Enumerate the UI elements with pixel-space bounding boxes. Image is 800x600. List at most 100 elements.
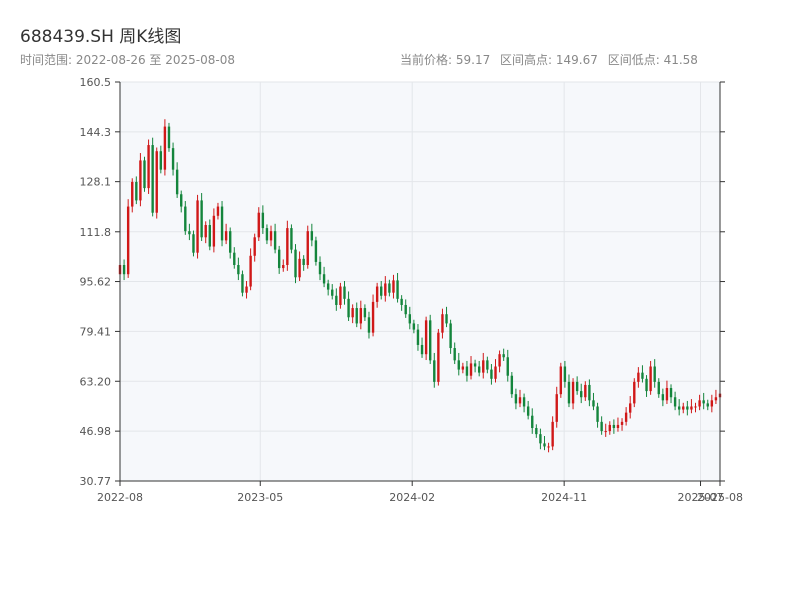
candle-body [686,406,689,410]
candle-body [657,381,660,395]
candle-body [363,308,367,318]
candle-body [224,231,228,241]
candle-body [220,206,224,241]
candle-body [375,286,379,302]
candle-body [600,421,603,432]
candle-body [216,206,220,216]
x-tick-label: 2025-08 [697,491,743,504]
candle-body [551,421,554,447]
candle-body [714,397,718,401]
candle-body [694,406,697,408]
candle-body [294,249,297,278]
candle-body [269,231,273,241]
candle-body [404,304,407,315]
candle-body [159,151,163,170]
candle-body [612,424,616,429]
candle-body [698,400,701,407]
candle-body [547,446,550,448]
candle-body [192,234,195,253]
candle-body [588,384,591,401]
candle-body [522,397,526,407]
candle-body [175,169,179,195]
candle-body [555,394,558,422]
candle-body [465,366,469,376]
candle-body [208,225,211,247]
candle-body [710,400,714,407]
y-tick-label: 95.62 [80,276,112,289]
candle-body [677,406,681,410]
candle-body [388,283,391,293]
candle-body [331,289,334,296]
candle-body [245,286,248,293]
candles [118,119,722,453]
candle-body [567,381,571,404]
candle-body [155,151,158,213]
x-tick-label: 2025-07 [678,491,724,504]
candle-body [343,286,346,299]
candle-body [265,228,269,241]
candle-body [380,286,383,296]
grid-lines [119,81,721,482]
candle-body [633,381,636,404]
candle-body [629,403,632,413]
date-range-label: 时间范围: 2022-08-26 至 2025-08-08 [20,53,235,67]
candle-body [310,231,314,241]
candle-body [249,255,252,287]
candle-body [669,388,673,398]
candle-body [257,212,260,238]
candle-body [706,403,709,407]
candle-body [608,424,611,432]
candle-body [486,360,489,370]
candle-body [143,160,146,189]
candle-body [518,397,522,404]
candle-body [510,375,514,395]
candle-body [171,148,175,170]
y-tick-label: 63.20 [80,375,112,388]
candle-body [498,354,501,367]
candle-body [445,314,448,324]
candle-body [277,249,281,269]
candle-body [526,406,530,416]
candle-body [535,428,538,435]
x-tick-label: 2024-02 [389,491,435,504]
candle-body [290,228,293,250]
candle-body [184,206,187,232]
candle-body [502,354,505,358]
candle-body [653,366,656,382]
candle-body [661,394,665,401]
candle-body [637,372,640,382]
candle-body [469,363,473,376]
current-price-label: 当前价格: 59.17 [400,53,491,67]
candle-body [665,388,669,401]
candle-body [135,181,138,201]
candle-body [531,415,534,429]
candle-body [318,261,322,275]
candle-body [457,360,460,370]
candle-body [649,366,652,392]
candle-body [408,314,411,324]
candle-body [359,308,363,324]
candle-body [616,424,620,429]
axes [115,81,725,486]
y-tick-label: 111.8 [80,226,112,239]
candle-body [506,357,509,376]
candle-body [429,320,432,361]
candle-body [233,252,236,265]
candle-body [339,286,342,305]
candle-body [412,323,416,330]
candle-body [204,225,207,238]
candle-body [322,274,326,284]
tick-labels: 30.77 46.98 63.20 79.41 95.62 111.8 128.1 144.3… [80,76,743,504]
candle-body [620,421,624,425]
candle-body [167,126,171,149]
candle-body [151,145,154,213]
candle-body [371,301,375,333]
candle-body [571,381,575,404]
candle-body [200,200,203,238]
price-summary: 当前价格: 59.17 区间高点: 149.67 区间低点: 41.58 [400,51,704,68]
candle-body [690,406,693,410]
y-tick-label: 128.1 [80,176,112,189]
candle-body [335,295,338,305]
candle-body [490,369,493,379]
